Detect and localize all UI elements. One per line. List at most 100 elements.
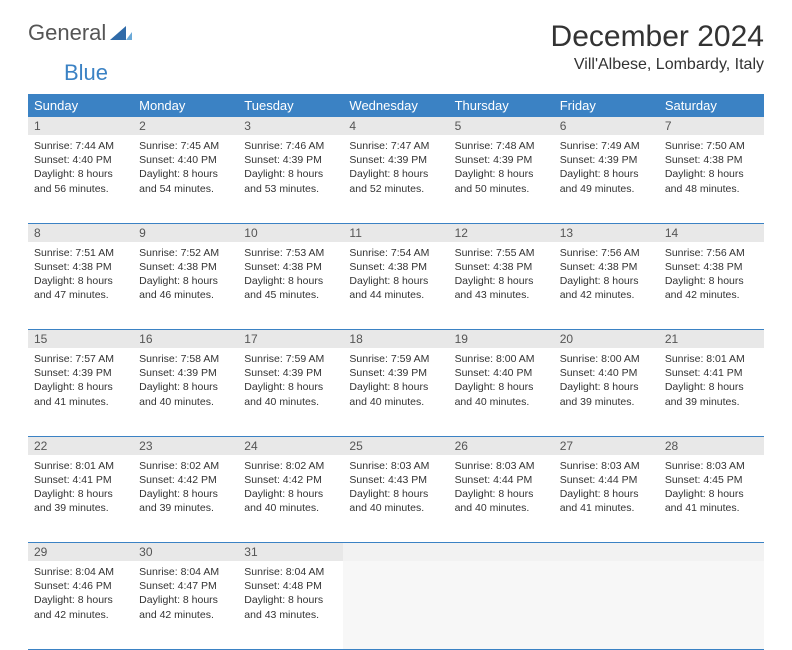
day-content: Sunrise: 8:00 AMSunset: 4:40 PMDaylight:…: [554, 348, 659, 415]
week-row: Sunrise: 8:04 AMSunset: 4:46 PMDaylight:…: [28, 561, 764, 649]
sunrise-text: Sunrise: 8:00 AM: [455, 352, 548, 366]
day-content: Sunrise: 8:00 AMSunset: 4:40 PMDaylight:…: [449, 348, 554, 415]
day-number-cell: 8: [28, 223, 133, 242]
daylight-text: Daylight: 8 hours and 43 minutes.: [244, 593, 337, 621]
week-row: Sunrise: 7:51 AM Sunset: 4:38 PM Daylight:…: [28, 242, 764, 330]
daylight-text: Daylight: 8 hours and 40 minutes.: [349, 380, 442, 408]
sunrise-text: Sunrise: 8:04 AM: [34, 565, 127, 579]
day-cell: [554, 561, 659, 649]
day-cell: Sunrise: 8:00 AMSunset: 4:40 PMDaylight:…: [449, 348, 554, 436]
day-content: Sunrise: 7:59 AMSunset: 4:39 PMDaylight:…: [343, 348, 448, 415]
day-cell: Sunrise: 7:56 AMSunset: 4:38 PMDaylight:…: [659, 242, 764, 330]
sunrise-text: Sunrise: 7:56 AM: [665, 246, 758, 260]
day-cell: Sunrise: 8:04 AMSunset: 4:46 PMDaylight:…: [28, 561, 133, 649]
day-number-cell: 3: [238, 117, 343, 135]
day-content: Sunrise: 7:51 AMSunset: 4:38 PMDaylight:…: [28, 242, 133, 309]
day-content: Sunrise: 7:56 AMSunset: 4:38 PMDaylight:…: [554, 242, 659, 309]
sunset-text: Sunset: 4:47 PM: [139, 579, 232, 593]
daylight-text: Daylight: 8 hours and 40 minutes.: [455, 487, 548, 515]
day-number-cell: 24: [238, 436, 343, 455]
sunset-text: Sunset: 4:38 PM: [560, 260, 653, 274]
daylight-text: Daylight: 8 hours and 39 minutes.: [665, 380, 758, 408]
sunrise-text: Sunrise: 7:51 AM: [34, 246, 127, 260]
day-number-cell: 12: [449, 223, 554, 242]
day-number-cell: 5: [449, 117, 554, 135]
daylight-text: Daylight: 8 hours and 42 minutes.: [139, 593, 232, 621]
day-number-cell: 2: [133, 117, 238, 135]
day-number-cell: [659, 543, 764, 562]
day-content: Sunrise: 7:58 AMSunset: 4:39 PMDaylight:…: [133, 348, 238, 415]
daylight-text: Daylight: 8 hours and 44 minutes.: [349, 274, 442, 302]
day-number-cell: 1: [28, 117, 133, 135]
sunrise-text: Sunrise: 7:50 AM: [665, 139, 758, 153]
day-content: Sunrise: 8:02 AMSunset: 4:42 PMDaylight:…: [133, 455, 238, 522]
day-content: Sunrise: 7:49 AMSunset: 4:39 PMDaylight:…: [554, 135, 659, 202]
daynum-row: 891011121314: [28, 223, 764, 242]
day-cell: [449, 561, 554, 649]
daylight-text: Daylight: 8 hours and 48 minutes.: [665, 167, 758, 195]
sunrise-text: Sunrise: 8:03 AM: [560, 459, 653, 473]
daylight-text: Daylight: 8 hours and 52 minutes.: [349, 167, 442, 195]
daylight-text: Daylight: 8 hours and 39 minutes.: [34, 487, 127, 515]
daylight-text: Daylight: 8 hours and 41 minutes.: [665, 487, 758, 515]
sunset-text: Sunset: 4:38 PM: [665, 260, 758, 274]
daylight-text: Daylight: 8 hours and 53 minutes.: [244, 167, 337, 195]
sunrise-text: Sunrise: 8:03 AM: [665, 459, 758, 473]
daylight-text: Daylight: 8 hours and 40 minutes.: [244, 380, 337, 408]
day-number-cell: 25: [343, 436, 448, 455]
day-content: Sunrise: 7:54 AMSunset: 4:38 PMDaylight:…: [343, 242, 448, 309]
sunrise-text: Sunrise: 8:02 AM: [244, 459, 337, 473]
month-title: December 2024: [551, 20, 764, 54]
sunrise-text: Sunrise: 7:49 AM: [560, 139, 653, 153]
day-content: Sunrise: 7:56 AMSunset: 4:38 PMDaylight:…: [659, 242, 764, 309]
daylight-text: Daylight: 8 hours and 50 minutes.: [455, 167, 548, 195]
col-friday: Friday: [554, 94, 659, 117]
day-content: Sunrise: 7:45 AMSunset: 4:40 PMDaylight:…: [133, 135, 238, 202]
day-content: Sunrise: 8:03 AMSunset: 4:45 PMDaylight:…: [659, 455, 764, 522]
day-content: Sunrise: 8:03 AMSunset: 4:43 PMDaylight:…: [343, 455, 448, 522]
sunset-text: Sunset: 4:45 PM: [665, 473, 758, 487]
day-number-cell: 14: [659, 223, 764, 242]
day-cell: Sunrise: 8:03 AMSunset: 4:43 PMDaylight:…: [343, 455, 448, 543]
day-number-cell: 16: [133, 330, 238, 349]
day-number-cell: 28: [659, 436, 764, 455]
week-row: Sunrise: 7:57 AMSunset: 4:39 PMDaylight:…: [28, 348, 764, 436]
day-cell: Sunrise: 8:01 AMSunset: 4:41 PMDaylight:…: [659, 348, 764, 436]
day-cell: Sunrise: 7:56 AMSunset: 4:38 PMDaylight:…: [554, 242, 659, 330]
sunrise-text: Sunrise: 7:45 AM: [139, 139, 232, 153]
day-number-cell: 6: [554, 117, 659, 135]
day-content: Sunrise: 7:53 AMSunset: 4:38 PMDaylight:…: [238, 242, 343, 309]
daylight-text: Daylight: 8 hours and 40 minutes.: [349, 487, 442, 515]
day-number-cell: 20: [554, 330, 659, 349]
day-cell: Sunrise: 8:04 AMSunset: 4:48 PMDaylight:…: [238, 561, 343, 649]
sunset-text: Sunset: 4:40 PM: [560, 366, 653, 380]
daylight-text: Daylight: 8 hours and 39 minutes.: [560, 380, 653, 408]
sunrise-text: Sunrise: 7:46 AM: [244, 139, 337, 153]
col-wednesday: Wednesday: [343, 94, 448, 117]
day-cell: Sunrise: 7:59 AMSunset: 4:39 PMDaylight:…: [343, 348, 448, 436]
sunrise-text: Sunrise: 8:00 AM: [560, 352, 653, 366]
day-content: Sunrise: 7:44 AMSunset: 4:40 PMDaylight:…: [28, 135, 133, 202]
day-number-cell: [554, 543, 659, 562]
sunrise-text: Sunrise: 8:03 AM: [455, 459, 548, 473]
logo-triangle-icon: [110, 22, 132, 45]
sunrise-text: Sunrise: 7:53 AM: [244, 246, 337, 260]
day-content: Sunrise: 7:46 AMSunset: 4:39 PMDaylight:…: [238, 135, 343, 202]
daylight-text: Daylight: 8 hours and 56 minutes.: [34, 167, 127, 195]
daynum-row: 293031: [28, 543, 764, 562]
day-content: Sunrise: 7:52 AMSunset: 4:38 PMDaylight:…: [133, 242, 238, 309]
sunset-text: Sunset: 4:39 PM: [455, 153, 548, 167]
day-cell: Sunrise: 7:58 AMSunset: 4:39 PMDaylight:…: [133, 348, 238, 436]
day-cell: Sunrise: 7:48 AMSunset: 4:39 PMDaylight:…: [449, 135, 554, 223]
daylight-text: Daylight: 8 hours and 49 minutes.: [560, 167, 653, 195]
day-cell: Sunrise: 7:53 AMSunset: 4:38 PMDaylight:…: [238, 242, 343, 330]
daylight-text: Daylight: 8 hours and 41 minutes.: [34, 380, 127, 408]
day-number-cell: 31: [238, 543, 343, 562]
day-cell: Sunrise: 7:50 AMSunset: 4:38 PMDaylight:…: [659, 135, 764, 223]
daynum-row: 15161718192021: [28, 330, 764, 349]
week-row: Sunrise: 8:01 AMSunset: 4:41 PMDaylight:…: [28, 455, 764, 543]
sunset-text: Sunset: 4:38 PM: [455, 260, 548, 274]
day-content: Sunrise: 8:04 AMSunset: 4:46 PMDaylight:…: [28, 561, 133, 628]
calendar-table: Sunday Monday Tuesday Wednesday Thursday…: [28, 94, 764, 650]
sunset-text: Sunset: 4:39 PM: [349, 153, 442, 167]
